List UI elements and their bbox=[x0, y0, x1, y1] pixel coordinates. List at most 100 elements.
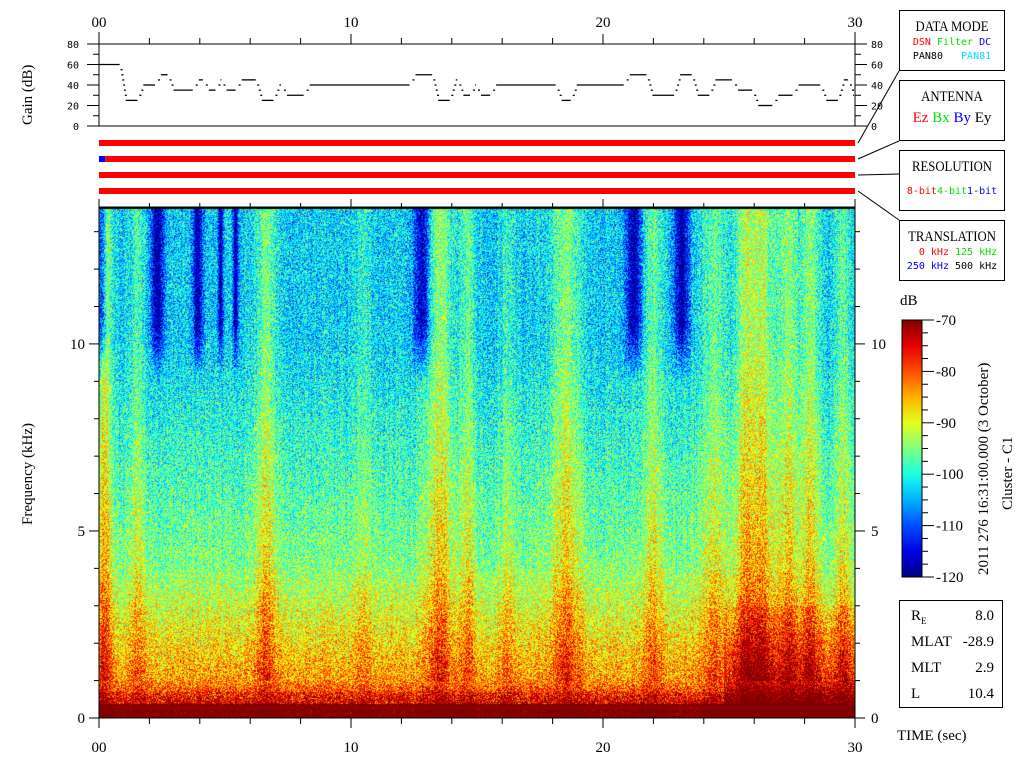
data-mode-legend: DATA MODE DSN Filter DC PAN80 PAN81 bbox=[899, 10, 1005, 71]
gain-transition-dot bbox=[693, 79, 696, 81]
bottom-time-tick-label: 20 bbox=[596, 740, 611, 756]
info-mlt-label: MLT bbox=[911, 660, 942, 676]
legend-4bit: 4-bit bbox=[936, 186, 968, 197]
status-bar-segment bbox=[99, 140, 855, 146]
colorbar-tick-label: -70 bbox=[936, 313, 956, 329]
gain-transition-dot bbox=[472, 89, 475, 91]
gain-transition-dot bbox=[123, 89, 126, 91]
gain-transition-dot bbox=[277, 89, 280, 91]
colorbar bbox=[901, 319, 923, 578]
gain-transition-dot bbox=[461, 89, 464, 91]
gain-transition-dot bbox=[649, 84, 652, 86]
top-time-tick-label: 10 bbox=[344, 15, 359, 31]
gain-transition-dot bbox=[559, 94, 562, 96]
gain-y-tick-label-right: 20 bbox=[871, 102, 883, 113]
legend-125khz: 125 kHz bbox=[955, 247, 998, 258]
gain-transition-dot bbox=[205, 84, 208, 86]
frequency-axis-label: Frequency (kHz) bbox=[20, 422, 36, 525]
gain-transition-dot bbox=[139, 94, 142, 96]
top-time-tick-label: 00 bbox=[92, 15, 107, 31]
gain-transition-dot bbox=[650, 89, 653, 91]
gain-transition-dot bbox=[436, 94, 439, 96]
gain-transition-dot bbox=[454, 84, 457, 86]
gain-transition-dot bbox=[851, 89, 854, 91]
translation-title: TRANSLATION bbox=[908, 229, 996, 245]
gain-transition-dot bbox=[124, 94, 127, 96]
gain-transition-dot bbox=[711, 89, 714, 91]
legend-dc: DC bbox=[979, 37, 992, 48]
legend-dsn: DSN bbox=[912, 37, 931, 48]
info-re-value: 8.0 bbox=[975, 608, 994, 624]
legend-ez: Ez bbox=[912, 110, 929, 126]
status-bar-segment bbox=[105, 156, 856, 162]
legend-500khz: 500 kHz bbox=[955, 261, 998, 272]
gain-transition-dot bbox=[795, 89, 798, 91]
x-axis-label: TIME (sec) bbox=[897, 728, 967, 744]
colorbar-tick-label: -100 bbox=[936, 467, 964, 483]
info-re-label: R bbox=[911, 608, 922, 624]
gain-transition-dot bbox=[451, 94, 454, 96]
info-l-value: 10.4 bbox=[967, 686, 994, 702]
gain-transition-dot bbox=[195, 84, 198, 86]
legend-0khz: 0 kHz bbox=[918, 247, 949, 258]
spacecraft-label: Cluster - C1 bbox=[1000, 436, 1016, 510]
gain-transition-dot bbox=[478, 89, 480, 91]
gain-transition-dot bbox=[171, 84, 174, 86]
colorbar-tick-label: -90 bbox=[936, 416, 956, 432]
gain-y-tick-label-right: 0 bbox=[871, 122, 877, 133]
bottom-time-tick-label: 10 bbox=[344, 740, 359, 756]
legend-connector-line bbox=[857, 70, 900, 144]
gain-transition-dot bbox=[822, 89, 825, 91]
gain-transition-dot bbox=[675, 89, 678, 91]
gain-transition-dot bbox=[754, 94, 757, 96]
legend-8bit: 8-bit bbox=[906, 186, 937, 197]
translation-legend: TRANSLATION 0 kHz 125 kHz 250 kHz 500 kH… bbox=[899, 220, 1005, 281]
gain-transition-dot bbox=[218, 84, 221, 86]
freq-tick-label-right: 10 bbox=[871, 337, 886, 353]
legend-bx: Bx bbox=[932, 110, 950, 126]
freq-tick-label-left: 10 bbox=[70, 337, 85, 353]
antenna-legend: ANTENNA Ez Bx By Ey bbox=[899, 80, 1005, 141]
legend-pan80: PAN80 bbox=[912, 51, 943, 62]
gain-transition-dot bbox=[626, 79, 629, 81]
gain-transition-dot bbox=[713, 84, 716, 86]
gain-transition-dot bbox=[257, 84, 260, 86]
gain-transition-dot bbox=[452, 89, 455, 91]
gain-y-tick-label-left: 0 bbox=[73, 122, 79, 133]
data-mode-title: DATA MODE bbox=[915, 19, 989, 35]
gain-transition-dot bbox=[121, 74, 124, 76]
legend-connector-line bbox=[857, 173, 900, 176]
gain-transition-dot bbox=[120, 69, 123, 71]
gain-transition-dot bbox=[433, 79, 436, 81]
spectrogram-frame bbox=[98, 206, 856, 719]
freq-tick-label-right: 0 bbox=[871, 711, 879, 727]
gain-transition-dot bbox=[258, 89, 261, 91]
date-time-label: 2011 276 16:31:00.000 (3 October) bbox=[976, 362, 992, 575]
gain-axis-label: Gain (dB) bbox=[20, 64, 36, 125]
gain-transition-dot bbox=[493, 89, 496, 91]
gain-transition-dot bbox=[574, 89, 577, 91]
gain-transition-dot bbox=[238, 84, 241, 86]
gain-transition-dot bbox=[435, 89, 438, 91]
gain-transition-dot bbox=[756, 99, 759, 102]
status-bar-segment bbox=[99, 188, 855, 194]
legend-ey: Ey bbox=[974, 110, 992, 126]
gain-y-tick-label-right: 60 bbox=[871, 61, 883, 72]
gain-transition-dot bbox=[169, 79, 172, 81]
legend-1bit: 1-bit bbox=[967, 186, 998, 197]
legend-pan81: PAN81 bbox=[961, 51, 992, 62]
info-re-sub: E bbox=[921, 616, 927, 626]
legend-connector-line bbox=[857, 190, 900, 221]
top-time-tick-label: 30 bbox=[848, 15, 863, 31]
gain-transition-dot bbox=[123, 84, 126, 86]
legend-250khz: 250 kHz bbox=[906, 261, 949, 272]
gain-transition-dot bbox=[840, 89, 843, 91]
spectrogram-heatmap bbox=[99, 207, 855, 718]
gain-transition-dot bbox=[647, 79, 650, 81]
bottom-time-tick-label: 30 bbox=[848, 740, 863, 756]
gain-transition-dot bbox=[572, 94, 575, 96]
freq-tick-label-left: 0 bbox=[78, 711, 86, 727]
gain-y-tick-label-right: 80 bbox=[871, 40, 883, 51]
colorbar-tick-label: -110 bbox=[936, 519, 963, 535]
resolution-title: RESOLUTION bbox=[911, 159, 993, 175]
